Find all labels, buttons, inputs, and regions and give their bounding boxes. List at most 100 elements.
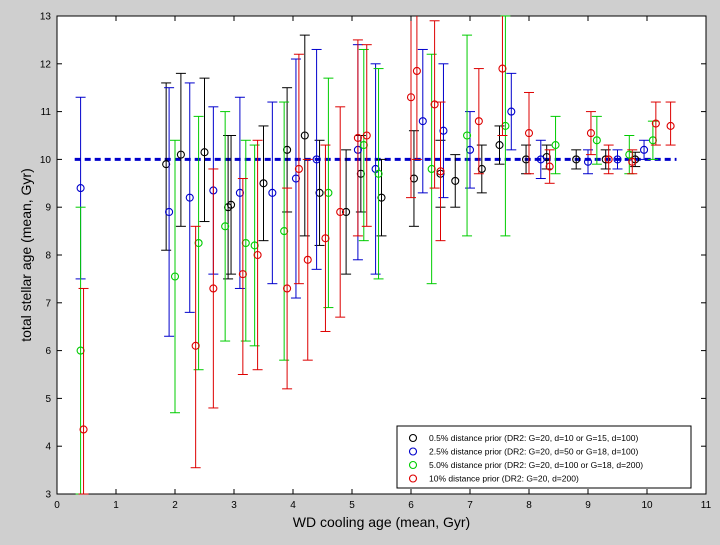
series-2 bbox=[75, 15, 658, 495]
data-point bbox=[200, 148, 209, 157]
x-tick-label: 2 bbox=[172, 500, 178, 511]
data-point bbox=[521, 155, 531, 164]
x-tick-label: 9 bbox=[585, 500, 591, 511]
legend-entry-label: 2.5% distance prior (DR2: G=20, d=50 or … bbox=[429, 447, 638, 457]
y-tick-label: 9 bbox=[45, 203, 51, 214]
data-point bbox=[209, 284, 218, 293]
data-point bbox=[524, 129, 534, 138]
x-tick-label: 8 bbox=[526, 500, 532, 511]
legend-entry-label: 10% distance prior (DR2: G=20, d=200) bbox=[429, 474, 579, 484]
data-point bbox=[324, 188, 333, 197]
data-point bbox=[409, 174, 419, 183]
data-point bbox=[221, 222, 230, 231]
x-tick-label: 6 bbox=[408, 500, 414, 511]
y-tick-label: 5 bbox=[45, 394, 51, 405]
data-point bbox=[191, 341, 200, 350]
x-tick-label: 11 bbox=[701, 500, 712, 511]
x-tick-label: 3 bbox=[231, 500, 237, 511]
data-point bbox=[439, 126, 448, 135]
y-tick-label: 7 bbox=[45, 298, 51, 309]
data-point bbox=[170, 272, 180, 281]
x-tick-label: 0 bbox=[54, 500, 60, 511]
data-point bbox=[648, 136, 657, 145]
data-point bbox=[268, 188, 277, 197]
data-point bbox=[572, 155, 581, 164]
y-tick-label: 8 bbox=[45, 251, 51, 262]
series-3 bbox=[78, 16, 676, 495]
plot-area bbox=[56, 15, 707, 495]
data-point bbox=[604, 155, 613, 164]
data-point bbox=[507, 107, 516, 116]
data-point bbox=[250, 241, 259, 250]
data-point bbox=[185, 193, 194, 202]
data-point bbox=[377, 193, 386, 202]
x-tick-label: 4 bbox=[290, 500, 296, 511]
y-tick-label: 13 bbox=[40, 12, 52, 23]
data-point bbox=[321, 234, 330, 243]
legend-entry-label: 5.0% distance prior (DR2: G=20, d=100 or… bbox=[429, 460, 643, 470]
x-tick-label: 7 bbox=[467, 500, 473, 511]
data-point bbox=[283, 145, 292, 154]
legend-marker bbox=[408, 460, 418, 470]
x-tick-label: 10 bbox=[641, 500, 653, 511]
data-point bbox=[465, 145, 475, 154]
data-point bbox=[625, 150, 634, 159]
data-point bbox=[165, 207, 174, 217]
data-point bbox=[312, 155, 321, 164]
data-point bbox=[495, 141, 504, 150]
data-point bbox=[451, 176, 460, 185]
data-point bbox=[436, 167, 445, 176]
data-point bbox=[374, 169, 383, 178]
data-point bbox=[430, 100, 439, 109]
data-point bbox=[477, 164, 486, 174]
y-tick-label: 6 bbox=[45, 346, 51, 357]
data-point bbox=[462, 131, 472, 140]
legend-entry-label: 0.5% distance prior (DR2: G=20, d=10 or … bbox=[429, 433, 638, 443]
data-point bbox=[583, 157, 593, 166]
data-point bbox=[551, 141, 560, 150]
data-point bbox=[639, 145, 649, 154]
legend-marker bbox=[408, 447, 418, 456]
data-point bbox=[601, 155, 610, 164]
data-point bbox=[336, 207, 345, 217]
data-point bbox=[291, 174, 301, 183]
data-point bbox=[294, 164, 303, 174]
data-point bbox=[412, 66, 421, 76]
data-point bbox=[359, 141, 368, 150]
data-point bbox=[651, 119, 660, 128]
y-tick-label: 11 bbox=[41, 107, 52, 118]
data-point bbox=[613, 155, 622, 164]
data-point bbox=[545, 162, 554, 171]
data-point bbox=[162, 160, 171, 169]
data-point bbox=[501, 121, 510, 130]
data-point bbox=[592, 136, 601, 145]
data-point bbox=[300, 131, 309, 140]
data-point bbox=[628, 157, 637, 166]
data-point bbox=[342, 207, 351, 217]
y-tick-label: 4 bbox=[45, 442, 51, 453]
data-point bbox=[238, 270, 247, 279]
legend: 0.5% distance prior (DR2: G=20, d=10 or … bbox=[396, 425, 692, 489]
y-tick-label: 12 bbox=[40, 59, 52, 70]
data-point bbox=[474, 117, 483, 126]
data-point bbox=[227, 200, 236, 209]
data-point bbox=[194, 239, 203, 248]
data-point bbox=[253, 250, 262, 260]
data-point bbox=[235, 188, 244, 197]
data-point bbox=[76, 346, 85, 355]
data-point bbox=[283, 284, 292, 293]
data-point bbox=[586, 129, 596, 138]
x-tick-label: 5 bbox=[349, 500, 355, 511]
data-point bbox=[427, 164, 436, 174]
series-group bbox=[75, 15, 676, 495]
legend-marker bbox=[408, 433, 418, 443]
data-point bbox=[241, 239, 250, 248]
data-point bbox=[176, 150, 185, 159]
data-point bbox=[303, 255, 312, 264]
data-point bbox=[536, 155, 545, 164]
data-point bbox=[362, 131, 371, 140]
y-tick-label: 10 bbox=[40, 155, 52, 166]
